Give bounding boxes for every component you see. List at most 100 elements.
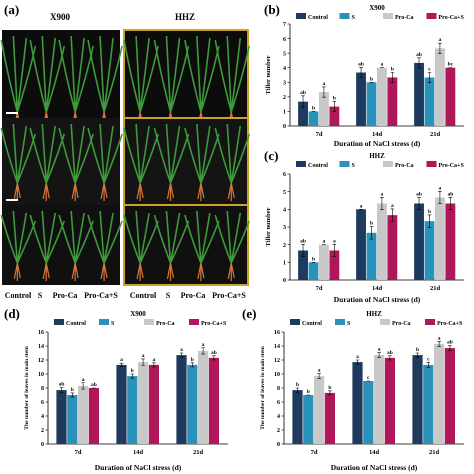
- x-tick-label: 14d: [369, 449, 380, 456]
- error-bar: [70, 392, 75, 398]
- bar: [324, 392, 335, 444]
- y-axis-label: Tiller number: [265, 55, 272, 94]
- error-bar: [377, 352, 381, 358]
- x-tick-label: 7d: [316, 285, 323, 292]
- y-tick-label: 0: [283, 278, 286, 284]
- legend: Control S Pro-Ca Pro-Ca+S: [54, 319, 227, 327]
- plant-leaves: [123, 210, 159, 264]
- significance-letter: ab: [387, 350, 393, 356]
- bar: [208, 357, 219, 444]
- bar: [308, 111, 319, 126]
- x-tick-label: 14d: [133, 449, 144, 456]
- significance-letter: b: [333, 96, 336, 102]
- y-tick-label: 8: [41, 386, 44, 392]
- plant-leaves: [0, 35, 37, 113]
- y-tick-label: 12: [274, 358, 280, 364]
- legend-swatch: [339, 13, 350, 19]
- bar: [412, 355, 423, 444]
- significance-letter: a: [381, 191, 384, 197]
- significance-letter: a: [323, 239, 326, 245]
- legend-swatch: [54, 319, 64, 325]
- legend-swatch: [296, 13, 306, 19]
- legend-label: Pro-Ca+S: [439, 163, 465, 169]
- plant-root: [71, 182, 79, 201]
- plant-leaves: [123, 123, 159, 184]
- bar: [352, 362, 363, 444]
- plant-leaves: [87, 123, 123, 184]
- legend-swatch: [426, 161, 437, 167]
- significance-letter: bc: [448, 62, 454, 68]
- plant-root: [100, 182, 108, 201]
- y-tick-label: 6: [41, 400, 44, 406]
- legend-label: Pro-Ca+S: [201, 321, 227, 327]
- significance-letter: b: [191, 357, 194, 363]
- panel-label-e: (e): [242, 306, 257, 321]
- y-tick-label: 7: [283, 22, 286, 28]
- x-tick-label: 21d: [429, 449, 440, 456]
- significance-letter: ab: [447, 340, 453, 346]
- bar: [435, 48, 445, 126]
- photo-label-procas-left: Pro-Ca+S: [84, 291, 118, 300]
- bar: [198, 350, 209, 444]
- bar: [292, 390, 303, 444]
- significance-letter: b: [312, 256, 315, 262]
- legend-swatch: [425, 319, 435, 325]
- x-tick-label: 7d: [75, 449, 82, 456]
- legend-swatch: [189, 319, 199, 325]
- y-tick-label: 2: [283, 95, 286, 101]
- significance-letter: ab: [416, 191, 422, 197]
- plant-root: [100, 262, 108, 281]
- error-bar: [301, 244, 305, 257]
- y-tick-label: 14: [274, 344, 280, 350]
- plant-photo-panel: X900 HHZ Control S Pro-Ca Pro-Ca+S Contr…: [0, 12, 250, 300]
- bar: [414, 62, 424, 126]
- error-bar: [81, 382, 85, 390]
- legend-swatch: [144, 319, 154, 325]
- bar: [424, 77, 435, 126]
- bar: [384, 357, 395, 444]
- y-tick-label: 1: [283, 110, 286, 116]
- significance-letter: b: [428, 209, 431, 215]
- legend: Control S Pro-Ca Pro-Ca+S: [296, 161, 464, 169]
- plant-root: [227, 182, 235, 201]
- bar: [116, 364, 127, 444]
- bar: [187, 364, 198, 444]
- photo-label-control-left: Control: [5, 291, 32, 300]
- significance-letter: a: [439, 185, 442, 191]
- error-bar: [355, 359, 360, 365]
- y-tick-label: 12: [38, 358, 44, 364]
- scale-bar: [6, 112, 18, 114]
- plant-leaves: [184, 210, 220, 264]
- bar: [298, 101, 308, 126]
- plant-leaves: [214, 35, 250, 113]
- legend-swatch: [383, 13, 393, 19]
- error-bar: [130, 373, 135, 379]
- significance-letter: a: [356, 354, 359, 360]
- chart-title: X900: [130, 310, 146, 318]
- error-bar: [152, 362, 156, 368]
- legend-label: Control: [66, 321, 86, 327]
- y-tick-label: 4: [41, 414, 44, 420]
- significance-letter: a: [153, 357, 156, 363]
- plant-root: [197, 262, 205, 281]
- x-tick-label: 14d: [372, 285, 383, 292]
- y-tick-label: 6: [283, 172, 286, 178]
- panel-label-c: (c): [264, 148, 279, 163]
- plant-leaves: [58, 35, 94, 113]
- plant-leaves: [87, 35, 123, 113]
- chart-c-tiller-hhz: HHZ Control S Pro-Ca Pro-Ca+S 0 1 2 3 4 5 6 Tiller n…: [265, 152, 464, 304]
- y-tick-label: 6: [283, 37, 286, 43]
- significance-letter: b: [307, 389, 310, 395]
- legend-label: S: [347, 321, 351, 327]
- panel-label-b: (b): [264, 2, 280, 17]
- legend-swatch: [290, 319, 300, 325]
- significance-letter: a: [360, 203, 363, 209]
- bar: [377, 67, 387, 126]
- error-bar: [301, 95, 305, 108]
- x-tick-label: 7d: [311, 449, 318, 456]
- significance-letter: b: [296, 382, 299, 388]
- significance-letter: a: [202, 342, 205, 348]
- error-bar: [380, 197, 384, 210]
- error-bar: [295, 387, 300, 393]
- y-tick-label: 0: [41, 442, 44, 448]
